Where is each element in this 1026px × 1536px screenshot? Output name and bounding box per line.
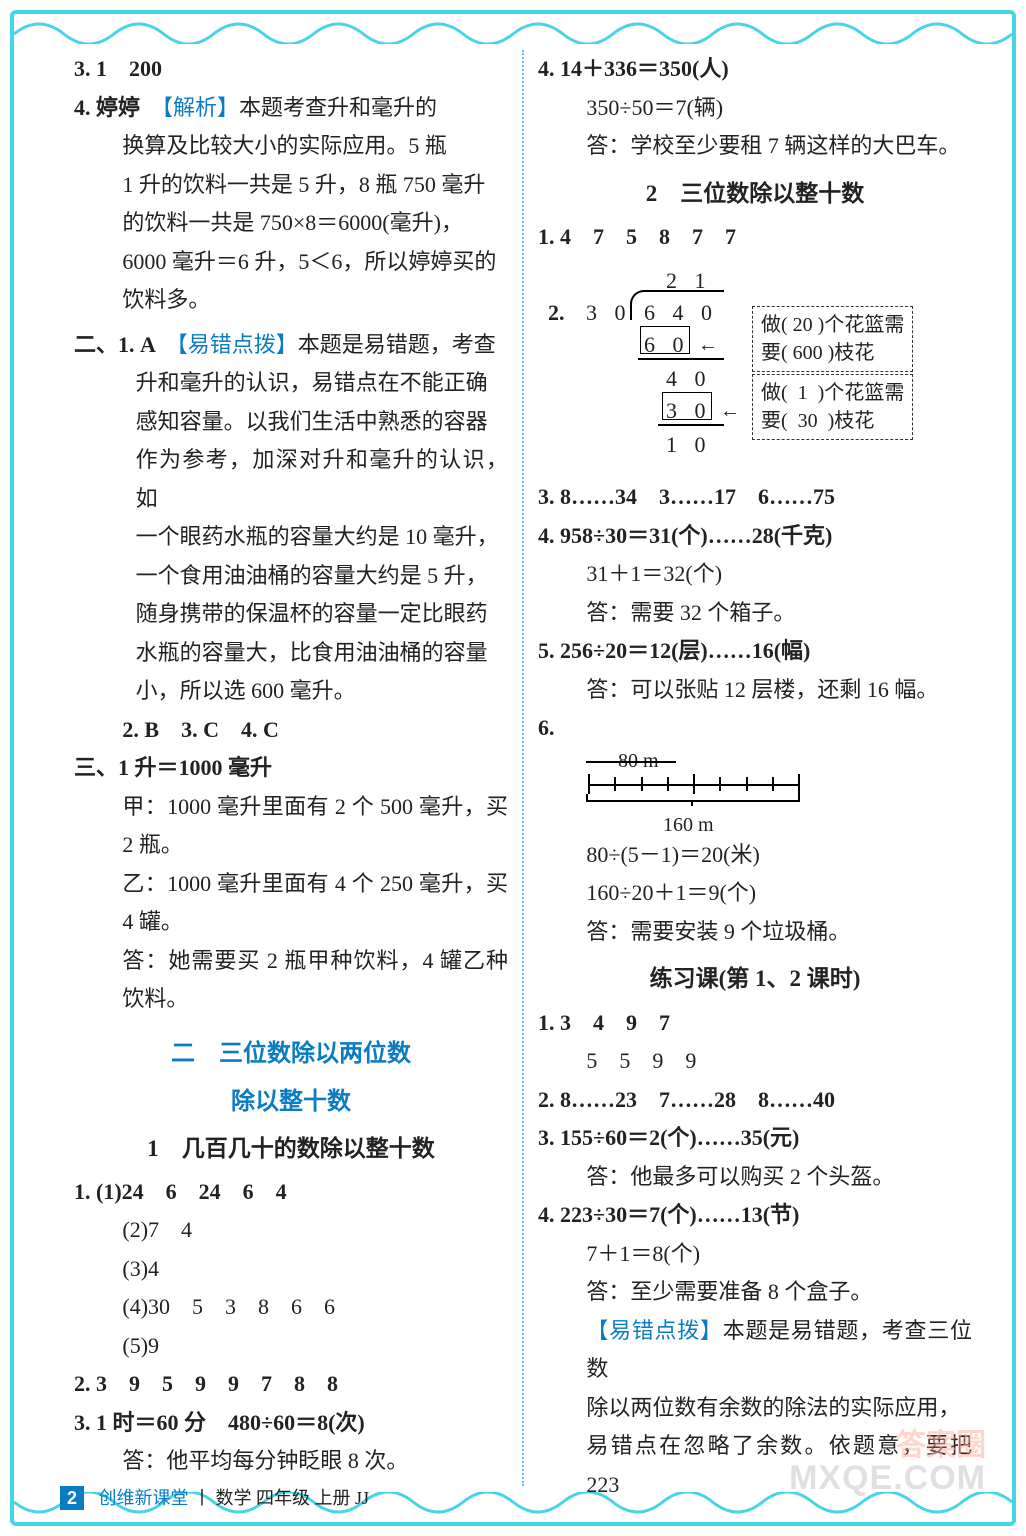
book-title: 创维新课堂 <box>99 1488 189 1508</box>
r4b: 31＋1＝32(个) <box>538 555 972 594</box>
r6b: 160÷20＋1＝9(个) <box>538 874 972 913</box>
chapter-title-2: 除以整十数 <box>74 1081 508 1123</box>
lesson1-q1-2: (2)7 4 <box>74 1211 508 1250</box>
footer-sep: 丨 <box>193 1488 211 1508</box>
r5a: 5. 256÷20＝12(层)……16(幅) <box>538 632 972 671</box>
section-2-line: 水瓶的容量大，比食用油油桶的容量 <box>74 634 508 673</box>
ld-divisor: 3 0 <box>586 294 632 333</box>
r5b: 答：可以张贴 12 层楼，还剩 16 幅。 <box>538 671 972 710</box>
lesson1-q1-1: 1. (1)24 6 24 6 4 <box>74 1173 508 1212</box>
arrow-icon: ← <box>720 394 740 429</box>
p2: 2. 8……23 7……28 8……40 <box>538 1081 972 1120</box>
section-2-line: 一个眼药水瓶的容量大约是 10 毫升， <box>74 518 508 557</box>
p4b: 7＋1＝8(个) <box>538 1235 972 1274</box>
lesson-1-title: 1 几百几十的数除以整十数 <box>74 1129 508 1169</box>
watermark-en: MXQE.COM <box>789 1449 986 1509</box>
section-2-rest: 2. B 3. C 4. C <box>74 711 508 750</box>
annotation-box-2: 做( 1 )个花篮需 要( 30 )枝花 <box>752 374 913 440</box>
r-q4b: 350÷50＝7(辆) <box>538 89 972 128</box>
p1b: 5 5 9 9 <box>538 1042 972 1081</box>
long-division-figure: 2. 2 1 3 0 6 4 0 6 0 4 0 3 0 1 0 ← ← 做( … <box>548 262 972 472</box>
section-2-line: 升和毫升的认识，易错点在不能正确 <box>74 364 508 403</box>
r-q4a: 4. 14＋336＝350(人) <box>538 50 972 89</box>
r2-label: 2. <box>548 294 565 333</box>
lesson1-q2: 2. 3 9 5 9 9 7 8 8 <box>74 1365 508 1404</box>
page-footer: 2 创维新课堂 丨 数学 四年级 上册 JJ <box>60 1483 369 1515</box>
lesson1-q3b: 答：他平均每分钟眨眼 8 次。 <box>74 1442 508 1481</box>
left-column: 3. 1 200 4. 婷婷 【解析】本题考查升和毫升的 换算及比较大小的实际应… <box>60 50 522 1486</box>
r6-label: 6. <box>538 709 972 748</box>
item-4-line: 6000 毫升＝6 升，5＜6，所以婷婷买的 <box>74 243 508 282</box>
right-column: 4. 14＋336＝350(人) 350÷50＝7(辆) 答：学校至少要租 7 … <box>524 50 986 1486</box>
r1: 1. 4 7 5 8 7 7 <box>538 218 972 257</box>
item-4-line: 换算及比较大小的实际应用。5 瓶 <box>74 127 508 166</box>
fig6-scale <box>588 774 798 794</box>
lesson1-q1-4: (4)30 5 3 8 6 6 <box>74 1288 508 1327</box>
lesson1-q3a: 3. 1 时＝60 分 480÷60＝8(次) <box>74 1404 508 1443</box>
p4c: 答：至少需要准备 8 个盒子。 <box>538 1273 972 1312</box>
page-content: 3. 1 200 4. 婷婷 【解析】本题考查升和毫升的 换算及比较大小的实际应… <box>60 50 986 1486</box>
item-4-line: 1 升的饮料一共是 5 升，8 瓶 750 毫升 <box>74 166 508 205</box>
r-q4c: 答：学校至少要租 7 辆这样的大巴车。 <box>538 127 972 166</box>
page-number: 2 <box>60 1486 84 1510</box>
p3b: 答：他最多可以购买 2 个头盔。 <box>538 1158 972 1197</box>
section-3-line1: 三、1 升＝1000 毫升 <box>74 749 508 788</box>
r6c: 答：需要安装 9 个垃圾桶。 <box>538 913 972 952</box>
arrow-icon: ← <box>698 328 718 363</box>
lesson1-q1-5: (5)9 <box>74 1327 508 1366</box>
p1a: 1. 3 4 9 7 <box>538 1004 972 1043</box>
section-3-line: 乙：1000 毫升里面有 4 个 250 毫升，买 4 罐。 <box>74 865 508 942</box>
chapter-title: 二 三位数除以两位数 <box>74 1033 508 1075</box>
section-2-line: 随身携带的保温杯的容量一定比眼药 <box>74 595 508 634</box>
section-2-line: 小，所以选 600 毫升。 <box>74 672 508 711</box>
r4c: 答：需要 32 个箱子。 <box>538 594 972 633</box>
footer-subject: 数学 四年级 上册 JJ <box>216 1488 370 1508</box>
distance-figure: 80 m 160 m <box>568 748 972 836</box>
annotation-box-1: 做( 20 )个花篮需 要( 600 )枝花 <box>752 306 913 372</box>
practice-title: 练习课(第 1、2 课时) <box>538 959 972 999</box>
item-4-line: 的饮料一共是 750×8＝6000(毫升)， <box>74 204 508 243</box>
fig6-bottom-label: 160 m <box>663 808 714 843</box>
r3: 3. 8……34 3……17 6……75 <box>538 478 972 517</box>
lesson1-q1-3: (3)4 <box>74 1250 508 1289</box>
p3a: 3. 155÷60＝2(个)……35(元) <box>538 1119 972 1158</box>
section-2-line: 一个食用油油桶的容量大约是 5 升， <box>74 557 508 596</box>
r6a: 80÷(5－1)＝20(米) <box>538 836 972 875</box>
item-4-line1: 4. 婷婷 【解析】本题考查升和毫升的 <box>74 89 508 128</box>
lesson-2-title: 2 三位数除以整十数 <box>538 174 972 214</box>
section-2-line1: 二、1. A 【易错点拨】本题是易错题，考查 <box>74 326 508 365</box>
section-3-line: 答：她需要买 2 瓶甲种饮料，4 罐乙种饮料。 <box>74 942 508 1019</box>
section-2-line: 作为参考，加深对升和毫升的认识，如 <box>74 441 508 518</box>
item-4-line: 饮料多。 <box>74 281 508 320</box>
p4a: 4. 223÷30＝7(个)……13(节) <box>538 1196 972 1235</box>
ld-rem: 1 0 <box>666 426 712 465</box>
wave-top <box>14 14 1012 44</box>
item-3: 3. 1 200 <box>74 50 508 89</box>
section-3-line: 甲：1000 毫升里面有 2 个 500 毫升，买 2 瓶。 <box>74 788 508 865</box>
section-2-line: 感知容量。以我们生活中熟悉的容器 <box>74 403 508 442</box>
r4a: 4. 958÷30＝31(个)……28(千克) <box>538 517 972 556</box>
p4-analysis: 【易错点拨】本题是易错题，考查三位数 <box>538 1312 972 1389</box>
